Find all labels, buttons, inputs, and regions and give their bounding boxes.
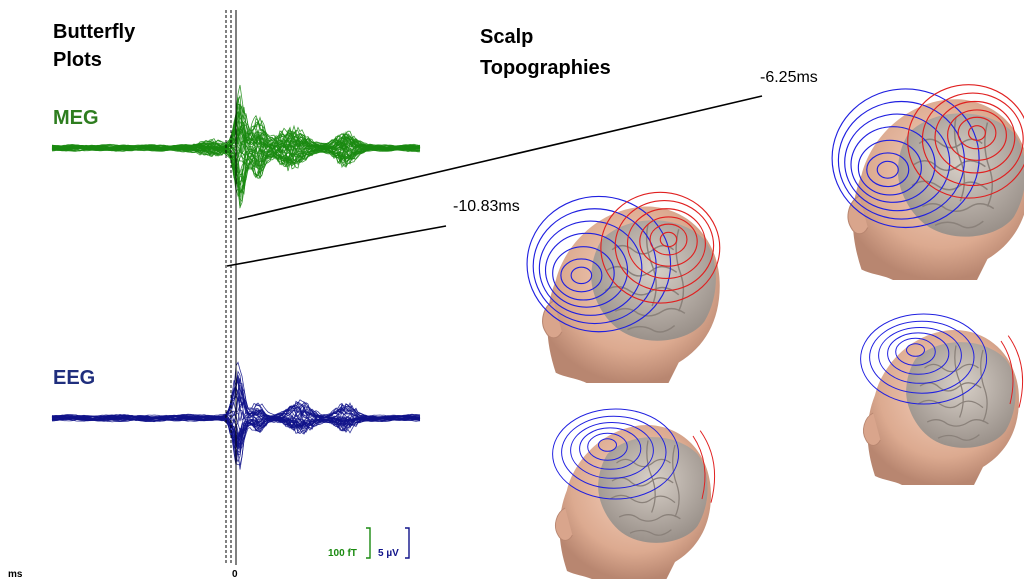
head-topography-2 — [552, 408, 716, 579]
leader-line-t2 — [226, 225, 447, 267]
meg-scale-label: 100 fT — [328, 548, 357, 559]
butterfly-heading-line1: Butterfly — [53, 21, 136, 43]
meg-label: MEG — [53, 107, 99, 129]
scalp-heading-line1: Scalp — [480, 26, 533, 48]
time-axis-unit: ms — [8, 569, 23, 579]
scalp-heading-line2: Topographies — [480, 57, 611, 79]
time-cursor-lines — [225, 10, 237, 565]
time-axis-zero: 0 — [232, 569, 238, 579]
head-topography-3 — [831, 84, 1024, 280]
head-topography-1 — [526, 191, 721, 383]
annotation-t2: -10.83ms — [453, 198, 520, 215]
butterfly-heading-line2: Plots — [53, 49, 102, 71]
eeg-scale-label: 5 µV — [378, 548, 399, 559]
head-topography-4 — [860, 313, 1024, 485]
eeg-label: EEG — [53, 367, 95, 389]
leader-line-t1 — [237, 95, 763, 220]
meg-scale-bar: 100 fT — [328, 527, 371, 559]
annotation-t1: -6.25ms — [760, 69, 818, 86]
eeg-scale-bar: 5 µV — [378, 527, 410, 559]
